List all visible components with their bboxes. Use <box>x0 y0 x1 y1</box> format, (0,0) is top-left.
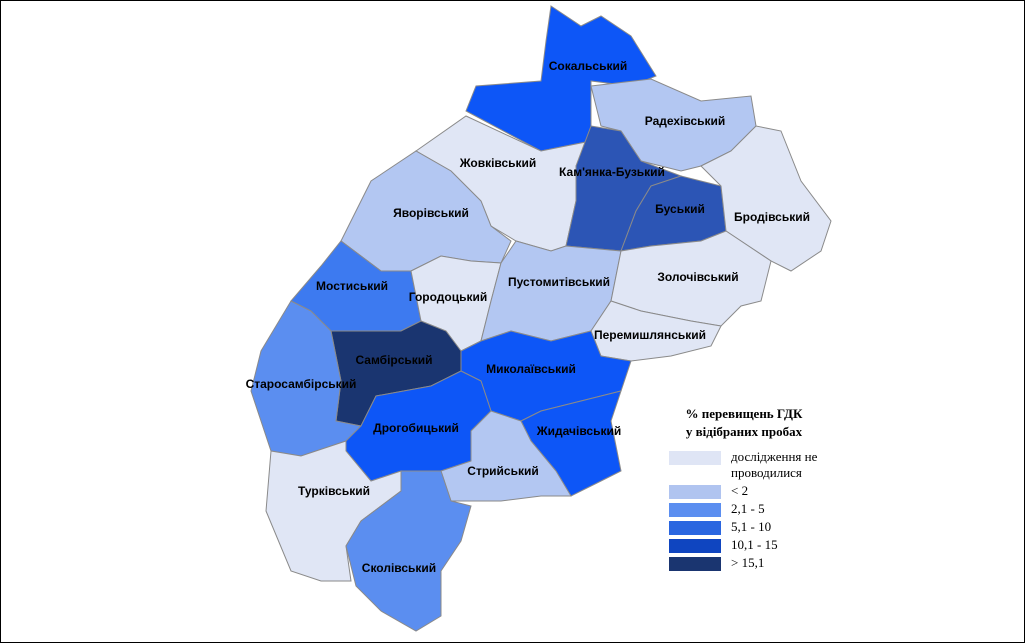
region-label: Стрийський <box>467 464 538 478</box>
region-label: Самбірський <box>355 353 432 367</box>
region-label: Мостиський <box>316 279 388 293</box>
region-label: Перемишлянський <box>594 328 706 342</box>
regions <box>250 5 832 632</box>
region-label: Яворівський <box>393 206 469 220</box>
region-label: Городоцький <box>409 290 488 304</box>
legend-title: % перевищень ГДК <box>685 406 803 421</box>
region-label: Сколівський <box>362 561 436 575</box>
legend-item: дослідження не проводилися <box>669 449 839 481</box>
legend-label: дослідження не проводилися <box>731 449 818 480</box>
region-label: Кам'янка-Бузький <box>559 165 665 179</box>
legend-item: 2,1 - 5 <box>669 501 839 517</box>
region <box>440 410 572 502</box>
legend-label: 5,1 - 10 <box>731 519 772 534</box>
region <box>465 5 657 152</box>
region-label: Дрогобицький <box>373 421 459 435</box>
legend-label: < 2 <box>731 483 749 498</box>
region-label: Жидачівський <box>536 424 621 438</box>
legend-swatch <box>669 503 721 517</box>
legend-swatch <box>669 539 721 553</box>
region-label: Буський <box>655 202 705 216</box>
legend-swatch <box>669 521 721 535</box>
region-label: Миколаївський <box>486 362 576 376</box>
legend-item: < 2 <box>669 483 839 499</box>
region-label: Старосамбірський <box>246 377 357 391</box>
legend: % перевищень ГДК у відібраних пробах дос… <box>669 405 839 571</box>
region-labels: Сокальський Радехівський Жовківський Кам… <box>246 59 810 575</box>
legend-swatch <box>669 451 721 465</box>
legend-items: дослідження не проводилися < 2 2,1 - 5 5,1 … <box>669 449 839 571</box>
region-label: Бродівський <box>734 210 810 224</box>
region-label: Радехівський <box>645 114 726 128</box>
legend-label: > 15,1 <box>731 555 765 570</box>
legend-item: > 15,1 <box>669 555 839 571</box>
legend-title: у відібраних пробах <box>685 424 803 439</box>
region-label: Турківський <box>298 484 370 498</box>
region <box>345 470 472 632</box>
region-label: Жовківський <box>459 156 537 170</box>
legend-swatch <box>669 485 721 499</box>
legend-item: 10,1 - 15 <box>669 537 839 553</box>
legend-item: 5,1 - 10 <box>669 519 839 535</box>
legend-swatch <box>669 557 721 571</box>
legend-label: 2,1 - 5 <box>731 501 765 516</box>
region-label: Пустомитівський <box>508 275 610 289</box>
region-label: Сокальський <box>549 59 628 73</box>
region-label: Золочівський <box>657 270 738 284</box>
legend-label: 10,1 - 15 <box>731 537 778 552</box>
